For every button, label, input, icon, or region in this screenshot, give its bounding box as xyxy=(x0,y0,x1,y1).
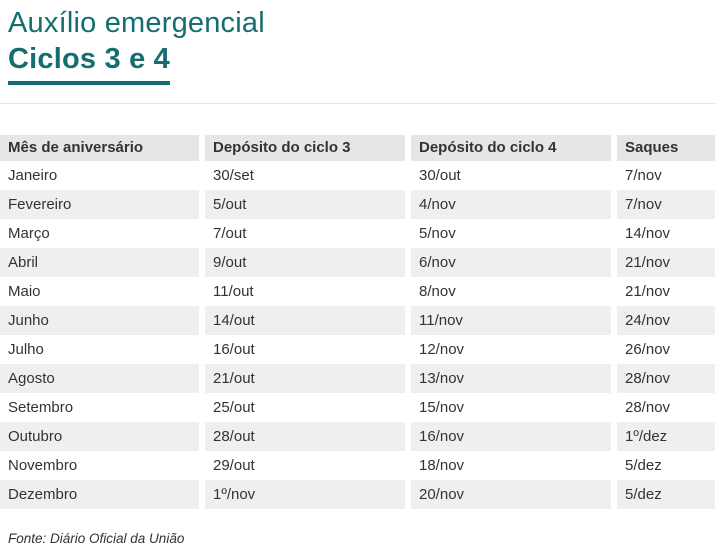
cell-date: 30/out xyxy=(405,161,614,190)
cell-date: 29/out xyxy=(199,451,408,480)
cell-date: 25/out xyxy=(199,393,408,422)
cell-date: 14/out xyxy=(199,306,408,335)
payment-schedule-table: Mês de aniversário Depósito do ciclo 3 D… xyxy=(0,135,715,509)
cell-date: 11/out xyxy=(199,277,408,306)
table-row: Junho 14/out 11/nov 24/nov xyxy=(0,306,715,335)
cell-date: 7/nov xyxy=(611,190,715,219)
cell-date: 5/dez xyxy=(611,451,715,480)
cell-date: 21/out xyxy=(199,364,408,393)
cell-date: 4/nov xyxy=(405,190,614,219)
column-header-withdrawals: Saques xyxy=(611,135,715,161)
cell-date: 26/nov xyxy=(611,335,715,364)
table-body: Janeiro 30/set 30/out 7/nov Fevereiro 5/out 4/… xyxy=(0,161,715,509)
cell-date: 16/nov xyxy=(405,422,614,451)
cell-date: 28/out xyxy=(199,422,408,451)
cell-month: Outubro xyxy=(0,422,202,451)
cell-date: 7/nov xyxy=(611,161,715,190)
cell-date: 14/nov xyxy=(611,219,715,248)
table-row: Agosto 21/out 13/nov 28/nov xyxy=(0,364,715,393)
cell-date: 21/nov xyxy=(611,277,715,306)
cell-date: 24/nov xyxy=(611,306,715,335)
cell-date: 1º/nov xyxy=(199,480,408,509)
table-row: Outubro 28/out 16/nov 1º/dez xyxy=(0,422,715,451)
cell-month: Julho xyxy=(8,341,44,358)
cell-date: 7/out xyxy=(199,219,408,248)
cell-date: 21/nov xyxy=(611,248,715,277)
cell-month: Fevereiro xyxy=(0,190,202,219)
cell-month: Janeiro xyxy=(8,167,58,184)
cell-month: Novembro xyxy=(8,457,78,474)
table-header-row: Mês de aniversário Depósito do ciclo 3 D… xyxy=(0,135,715,161)
cell-date: 1º/dez xyxy=(611,422,715,451)
page-title: Auxílio emergencial xyxy=(8,7,265,39)
column-header-cycle3-deposit: Depósito do ciclo 3 xyxy=(199,135,408,161)
cell-month: Dezembro xyxy=(0,480,202,509)
table-row: Abril 9/out 6/nov 21/nov xyxy=(0,248,715,277)
cell-date: 16/out xyxy=(199,335,408,364)
cell-date: 6/nov xyxy=(405,248,614,277)
table-row: Fevereiro 5/out 4/nov 7/nov xyxy=(0,190,715,219)
table-row: Setembro 25/out 15/nov 28/nov xyxy=(0,393,715,422)
table-header: Mês de aniversário Depósito do ciclo 3 D… xyxy=(0,135,715,161)
cell-month: Abril xyxy=(0,248,202,277)
cell-date: 5/out xyxy=(199,190,408,219)
cell-date: 9/out xyxy=(199,248,408,277)
cell-date: 13/nov xyxy=(405,364,614,393)
cell-month: Março xyxy=(8,225,50,242)
table-row: Maio 11/out 8/nov 21/nov xyxy=(0,277,715,306)
cell-month: Junho xyxy=(0,306,202,335)
table-row: Março 7/out 5/nov 14/nov xyxy=(0,219,715,248)
column-header-birth-month: Mês de aniversário xyxy=(0,135,202,161)
column-header-cycle4-deposit: Depósito do ciclo 4 xyxy=(405,135,614,161)
cell-date: 30/set xyxy=(199,161,408,190)
title-block: Auxílio emergencial Ciclos 3 e 4 xyxy=(0,0,715,85)
table-row: Janeiro 30/set 30/out 7/nov xyxy=(0,161,715,190)
cell-date: 5/nov xyxy=(405,219,614,248)
cell-date: 8/nov xyxy=(405,277,614,306)
cell-month: Setembro xyxy=(8,399,74,416)
cell-month: Agosto xyxy=(0,364,202,393)
table-row: Novembro 29/out 18/nov 5/dez xyxy=(0,451,715,480)
table-row: Dezembro 1º/nov 20/nov 5/dez xyxy=(0,480,715,509)
page-subtitle: Ciclos 3 e 4 xyxy=(8,43,170,85)
table-row: Julho 16/out 12/nov 26/nov xyxy=(0,335,715,364)
cell-date: 20/nov xyxy=(405,480,614,509)
cell-date: 5/dez xyxy=(611,480,715,509)
cell-date: 11/nov xyxy=(405,306,614,335)
cell-date: 15/nov xyxy=(405,393,614,422)
title-divider xyxy=(0,103,715,104)
cell-date: 18/nov xyxy=(405,451,614,480)
cell-date: 28/nov xyxy=(611,393,715,422)
cell-month: Maio xyxy=(8,283,41,300)
cell-date: 28/nov xyxy=(611,364,715,393)
source-note: Fonte: Diário Oficial da União xyxy=(8,531,185,546)
cell-date: 12/nov xyxy=(405,335,614,364)
